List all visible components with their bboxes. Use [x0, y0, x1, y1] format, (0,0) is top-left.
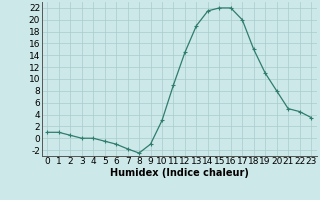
X-axis label: Humidex (Indice chaleur): Humidex (Indice chaleur) [110, 168, 249, 178]
